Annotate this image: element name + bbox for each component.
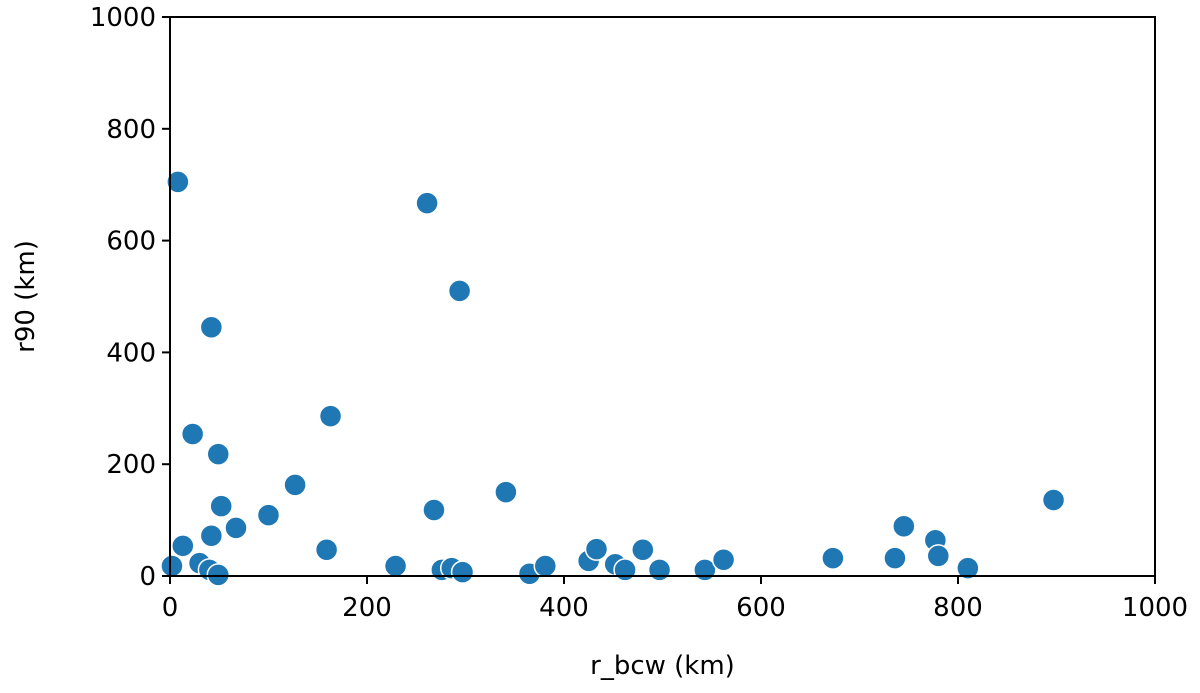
point xyxy=(422,498,446,522)
point xyxy=(206,563,231,587)
x-tick-label: 800 xyxy=(933,593,983,623)
point xyxy=(584,537,609,561)
point xyxy=(415,191,439,215)
point xyxy=(450,560,475,584)
point xyxy=(166,170,190,194)
point xyxy=(711,548,736,572)
x-tick-label: 200 xyxy=(342,593,392,623)
point xyxy=(318,404,343,428)
point xyxy=(892,514,916,538)
point xyxy=(631,537,655,562)
point xyxy=(160,554,184,578)
y-tick-label: 400 xyxy=(106,338,156,368)
point xyxy=(383,554,408,578)
y-tick-label: 200 xyxy=(106,450,156,480)
x-tick-label: 600 xyxy=(736,593,786,623)
point xyxy=(926,544,951,568)
point xyxy=(956,556,980,580)
point xyxy=(447,279,472,303)
point xyxy=(647,558,672,582)
point xyxy=(199,315,224,339)
point xyxy=(171,534,195,558)
y-tick-label: 800 xyxy=(106,115,156,145)
point xyxy=(283,473,307,497)
x-tick-label: 0 xyxy=(162,593,179,623)
x-axis-label: r_bcw (km) xyxy=(590,651,735,681)
y-axis-label: r90 (km) xyxy=(11,240,41,353)
point xyxy=(314,537,339,562)
point xyxy=(1041,488,1066,512)
point xyxy=(533,554,558,578)
point xyxy=(256,503,281,527)
point xyxy=(206,442,231,466)
point xyxy=(224,516,248,540)
point xyxy=(180,422,205,446)
point xyxy=(821,546,845,570)
x-tick-label: 400 xyxy=(539,593,589,623)
y-tick-label: 600 xyxy=(106,227,156,257)
plot-frame xyxy=(169,16,1156,577)
point xyxy=(613,558,637,582)
point xyxy=(209,494,233,518)
y-tick-label: 0 xyxy=(139,562,156,592)
y-tick-label: 1000 xyxy=(90,3,156,33)
point xyxy=(199,524,224,548)
point xyxy=(883,546,907,570)
point xyxy=(494,480,518,504)
x-tick-label: 1000 xyxy=(1122,593,1188,623)
